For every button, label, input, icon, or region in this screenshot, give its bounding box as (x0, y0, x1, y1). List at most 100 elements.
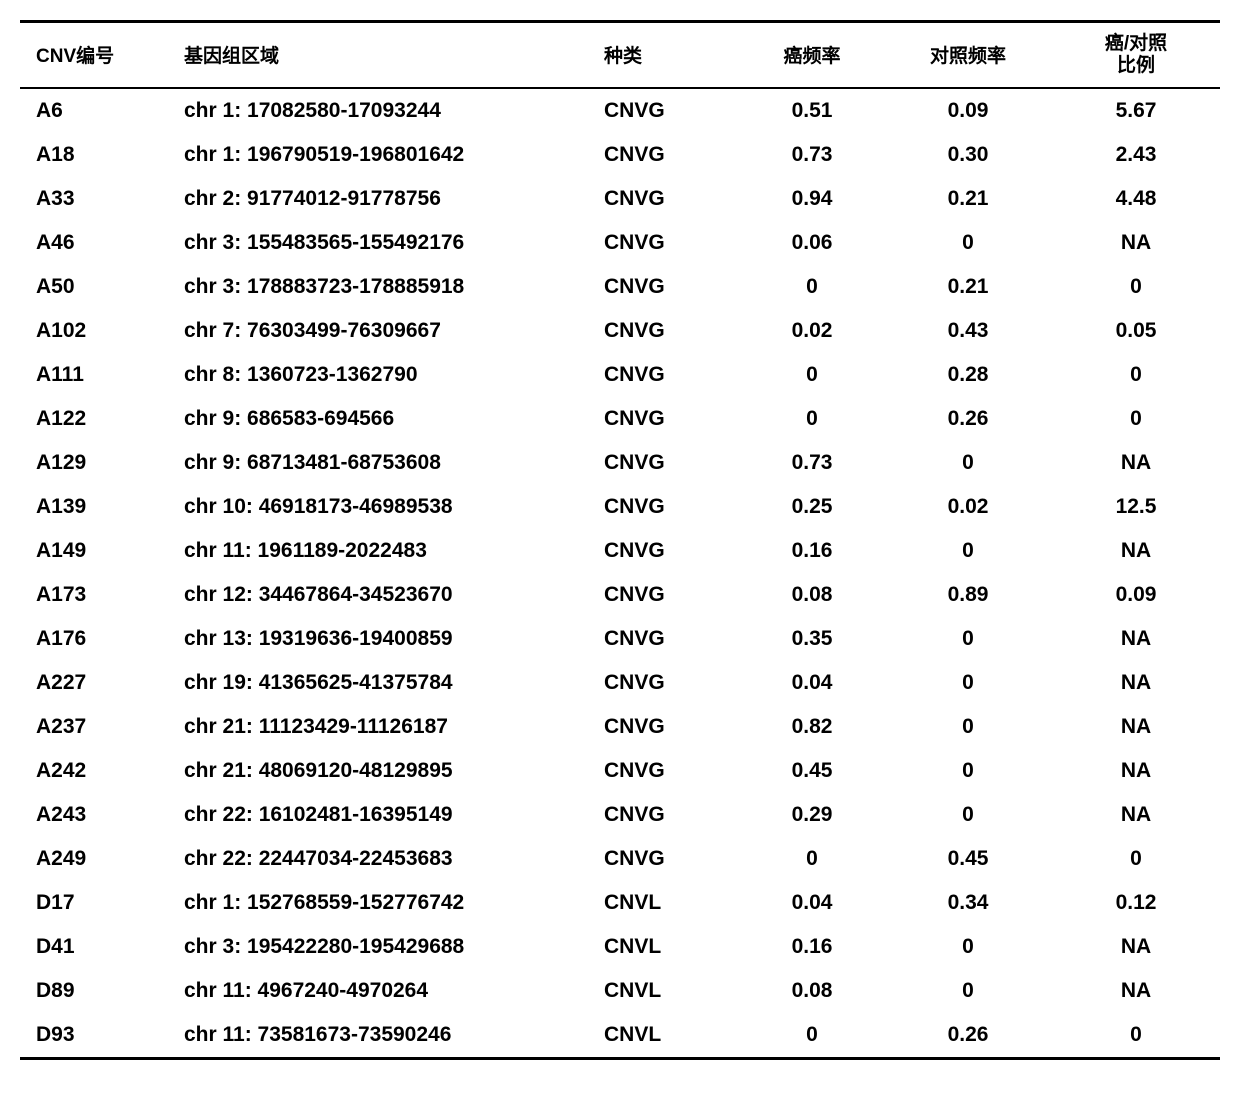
cell-region: chr 21: 48069120-48129895 (176, 749, 596, 793)
cell-type: CNVG (596, 705, 740, 749)
table-row: A243chr 22: 16102481-16395149CNVG0.290NA (20, 793, 1220, 837)
cell-control_freq: 0.02 (884, 485, 1052, 529)
cell-control_freq: 0.45 (884, 837, 1052, 881)
cell-region: chr 22: 22447034-22453683 (176, 837, 596, 881)
cell-ratio: NA (1052, 617, 1220, 661)
cell-cancer_freq: 0.45 (740, 749, 884, 793)
header-ratio: 癌/对照比例 (1052, 22, 1220, 88)
cell-region: chr 11: 1961189-2022483 (176, 529, 596, 573)
cell-control_freq: 0.34 (884, 881, 1052, 925)
cell-region: chr 9: 686583-694566 (176, 397, 596, 441)
table-row: A122chr 9: 686583-694566CNVG00.260 (20, 397, 1220, 441)
cell-region: chr 1: 17082580-17093244 (176, 88, 596, 133)
cell-region: chr 19: 41365625-41375784 (176, 661, 596, 705)
cell-ratio: 0 (1052, 397, 1220, 441)
cell-type: CNVG (596, 529, 740, 573)
cell-type: CNVG (596, 749, 740, 793)
cell-id: D89 (20, 969, 176, 1013)
cell-id: A6 (20, 88, 176, 133)
cell-region: chr 11: 73581673-73590246 (176, 1013, 596, 1059)
cell-region: chr 22: 16102481-16395149 (176, 793, 596, 837)
cell-cancer_freq: 0.35 (740, 617, 884, 661)
cell-cancer_freq: 0 (740, 837, 884, 881)
cell-control_freq: 0 (884, 221, 1052, 265)
table-row: A242chr 21: 48069120-48129895CNVG0.450NA (20, 749, 1220, 793)
cell-control_freq: 0 (884, 793, 1052, 837)
header-cnv-id: CNV编号 (20, 22, 176, 88)
table-row: A111chr 8: 1360723-1362790CNVG00.280 (20, 353, 1220, 397)
table-row: D93chr 11: 73581673-73590246CNVL00.260 (20, 1013, 1220, 1059)
cell-control_freq: 0 (884, 969, 1052, 1013)
cell-region: chr 1: 152768559-152776742 (176, 881, 596, 925)
cell-control_freq: 0.26 (884, 1013, 1052, 1059)
cell-id: A173 (20, 573, 176, 617)
cell-control_freq: 0.89 (884, 573, 1052, 617)
cell-region: chr 3: 178883723-178885918 (176, 265, 596, 309)
cell-ratio: NA (1052, 441, 1220, 485)
cell-cancer_freq: 0.06 (740, 221, 884, 265)
table-row: A102chr 7: 76303499-76309667CNVG0.020.43… (20, 309, 1220, 353)
cell-ratio: 0 (1052, 837, 1220, 881)
cell-control_freq: 0 (884, 529, 1052, 573)
cell-id: A111 (20, 353, 176, 397)
cell-region: chr 7: 76303499-76309667 (176, 309, 596, 353)
cell-type: CNVL (596, 1013, 740, 1059)
cell-type: CNVG (596, 441, 740, 485)
table-row: A249chr 22: 22447034-22453683CNVG00.450 (20, 837, 1220, 881)
cell-ratio: NA (1052, 925, 1220, 969)
cell-cancer_freq: 0.04 (740, 661, 884, 705)
cell-region: chr 21: 11123429-11126187 (176, 705, 596, 749)
cell-region: chr 10: 46918173-46989538 (176, 485, 596, 529)
cell-control_freq: 0.28 (884, 353, 1052, 397)
cell-ratio: 0 (1052, 265, 1220, 309)
cell-ratio: 12.5 (1052, 485, 1220, 529)
cell-type: CNVL (596, 969, 740, 1013)
cell-control_freq: 0 (884, 705, 1052, 749)
cell-cancer_freq: 0.04 (740, 881, 884, 925)
table-row: A18chr 1: 196790519-196801642CNVG0.730.3… (20, 133, 1220, 177)
cell-ratio: NA (1052, 661, 1220, 705)
cell-type: CNVG (596, 793, 740, 837)
cell-ratio: NA (1052, 969, 1220, 1013)
cell-type: CNVG (596, 485, 740, 529)
cell-cancer_freq: 0.82 (740, 705, 884, 749)
cell-ratio: 0.09 (1052, 573, 1220, 617)
cell-ratio: NA (1052, 705, 1220, 749)
cell-ratio: 0.12 (1052, 881, 1220, 925)
table-row: A227chr 19: 41365625-41375784CNVG0.040NA (20, 661, 1220, 705)
table-row: A149chr 11: 1961189-2022483CNVG0.160NA (20, 529, 1220, 573)
table-row: A6chr 1: 17082580-17093244CNVG0.510.095.… (20, 88, 1220, 133)
cell-id: D41 (20, 925, 176, 969)
cell-cancer_freq: 0.29 (740, 793, 884, 837)
cell-cancer_freq: 0.73 (740, 441, 884, 485)
cell-control_freq: 0.43 (884, 309, 1052, 353)
cell-cancer_freq: 0.25 (740, 485, 884, 529)
cell-type: CNVG (596, 221, 740, 265)
cell-type: CNVL (596, 925, 740, 969)
cell-ratio: NA (1052, 749, 1220, 793)
cell-id: A46 (20, 221, 176, 265)
cell-id: A243 (20, 793, 176, 837)
cell-region: chr 9: 68713481-68753608 (176, 441, 596, 485)
cell-type: CNVL (596, 881, 740, 925)
cell-cancer_freq: 0.73 (740, 133, 884, 177)
cell-ratio: NA (1052, 529, 1220, 573)
cell-ratio: NA (1052, 221, 1220, 265)
cell-control_freq: 0 (884, 441, 1052, 485)
cell-region: chr 3: 155483565-155492176 (176, 221, 596, 265)
cell-id: A139 (20, 485, 176, 529)
header-cancer-frequency: 癌频率 (740, 22, 884, 88)
cell-id: A50 (20, 265, 176, 309)
cell-ratio: 0.05 (1052, 309, 1220, 353)
cell-type: CNVG (596, 353, 740, 397)
table-row: A46chr 3: 155483565-155492176CNVG0.060NA (20, 221, 1220, 265)
cell-cancer_freq: 0.08 (740, 969, 884, 1013)
cell-id: D17 (20, 881, 176, 925)
header-genomic-region: 基因组区域 (176, 22, 596, 88)
cell-control_freq: 0 (884, 749, 1052, 793)
table-row: A129chr 9: 68713481-68753608CNVG0.730NA (20, 441, 1220, 485)
cell-control_freq: 0 (884, 661, 1052, 705)
cell-control_freq: 0.30 (884, 133, 1052, 177)
header-row: CNV编号 基因组区域 种类 癌频率 对照频率 癌/对照比例 (20, 22, 1220, 88)
cell-id: A149 (20, 529, 176, 573)
